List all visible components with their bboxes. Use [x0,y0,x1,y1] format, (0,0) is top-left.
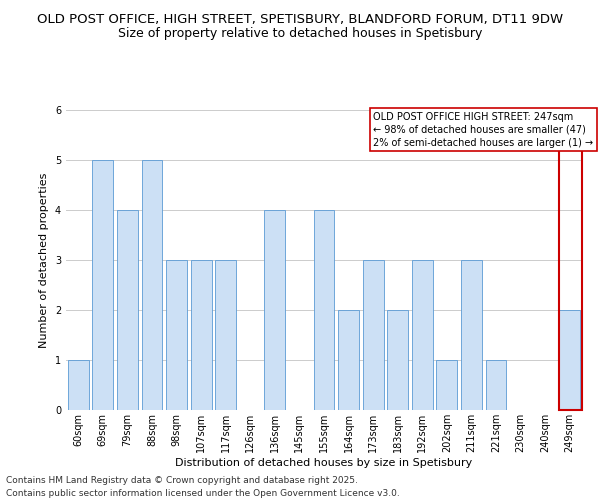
Bar [461,260,482,410]
Bar [559,110,582,410]
Text: Contains HM Land Registry data © Crown copyright and database right 2025.
Contai: Contains HM Land Registry data © Crown c… [6,476,400,498]
Bar [485,360,506,410]
Bar [166,260,187,410]
Bar [314,210,334,410]
Bar [412,260,433,410]
Bar [338,310,359,410]
Bar [92,160,113,410]
Bar [191,260,212,410]
Bar [559,310,580,410]
Text: Size of property relative to detached houses in Spetisbury: Size of property relative to detached ho… [118,28,482,40]
Text: OLD POST OFFICE HIGH STREET: 247sqm
← 98% of detached houses are smaller (47)
2%: OLD POST OFFICE HIGH STREET: 247sqm ← 98… [373,112,593,148]
Bar [436,360,457,410]
X-axis label: Distribution of detached houses by size in Spetisbury: Distribution of detached houses by size … [175,458,473,468]
Bar [68,360,89,410]
Y-axis label: Number of detached properties: Number of detached properties [40,172,49,348]
Bar [387,310,408,410]
Bar [215,260,236,410]
Bar [265,210,286,410]
Bar [362,260,383,410]
Bar [142,160,163,410]
Bar [117,210,138,410]
Text: OLD POST OFFICE, HIGH STREET, SPETISBURY, BLANDFORD FORUM, DT11 9DW: OLD POST OFFICE, HIGH STREET, SPETISBURY… [37,12,563,26]
